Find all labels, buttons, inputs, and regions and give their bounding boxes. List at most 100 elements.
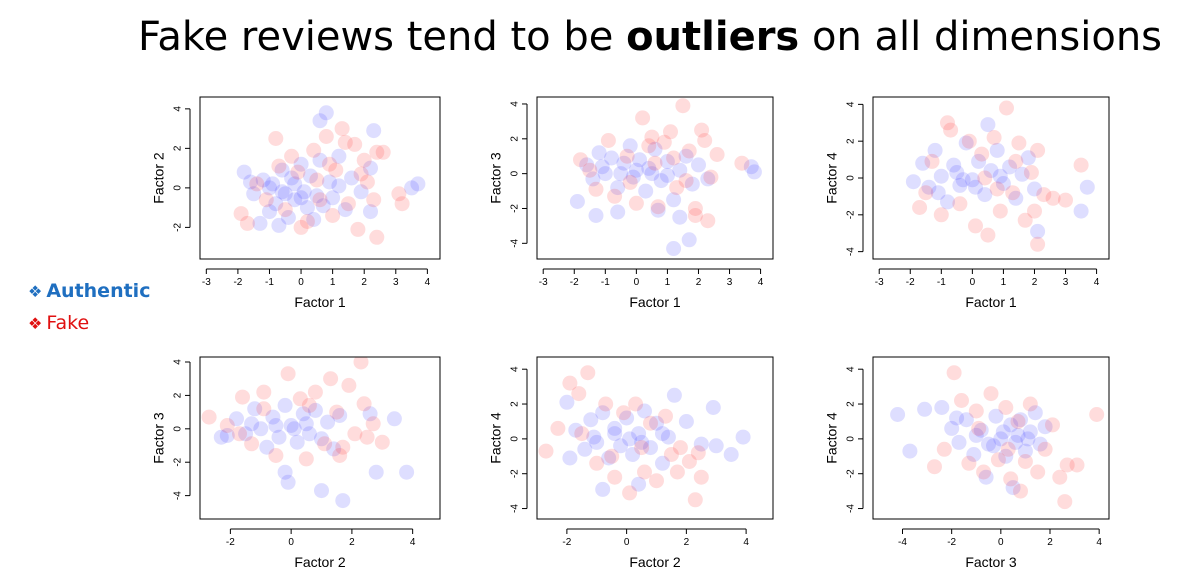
authentic-point xyxy=(917,401,933,417)
x-tick-label: -1 xyxy=(937,277,946,288)
authentic-point xyxy=(283,418,299,433)
x-axis-label: Factor 1 xyxy=(965,294,1017,310)
authentic-point xyxy=(280,474,296,490)
fake-point xyxy=(1030,236,1046,252)
authentic-point xyxy=(921,179,937,195)
legend-authentic: ❖ Authentic xyxy=(28,280,150,302)
x-tick-label: 3 xyxy=(727,277,733,288)
authentic-point xyxy=(1022,424,1038,440)
authentic-point xyxy=(312,152,328,168)
authentic-point xyxy=(655,426,670,442)
authentic-point xyxy=(1020,431,1036,447)
fake-point xyxy=(912,200,928,215)
y-tick-label: 2 xyxy=(846,138,857,144)
authentic-point xyxy=(625,447,641,462)
fake-point xyxy=(293,219,309,235)
authentic-point xyxy=(1032,436,1048,452)
fake-point xyxy=(292,391,308,407)
fake-point xyxy=(600,133,616,148)
fake-point xyxy=(317,436,333,452)
authentic-point xyxy=(577,441,593,457)
authentic-point xyxy=(949,165,965,180)
fake-point xyxy=(709,147,725,162)
fake-point xyxy=(1027,203,1042,219)
authentic-point xyxy=(637,403,652,419)
fake-point xyxy=(256,384,272,400)
authentic-point xyxy=(244,416,260,432)
scatter-panel: -3 -2 -1 0 1 2 3 4 Factor 1 -4 -2 0 2 4 Factor 4 xyxy=(824,96,1110,310)
fake-point xyxy=(628,195,644,211)
authentic-point xyxy=(362,406,378,422)
authentic-point xyxy=(579,157,595,173)
fake-point xyxy=(301,397,317,413)
title-emphasis: outliers xyxy=(626,14,800,60)
fake-point xyxy=(1036,187,1052,203)
y-tick-label: -2 xyxy=(510,469,521,478)
y-tick-label: -4 xyxy=(510,238,521,247)
authentic-point xyxy=(986,438,1001,454)
fake-point xyxy=(940,115,955,131)
authentic-point xyxy=(1027,405,1043,421)
authentic-point xyxy=(293,156,309,172)
x-tick-label: 0 xyxy=(298,277,304,288)
fake-point xyxy=(284,148,300,164)
fake-point xyxy=(622,485,638,501)
authentic-point xyxy=(271,217,287,233)
authentic-point xyxy=(366,123,382,139)
fake-point xyxy=(334,121,350,137)
authentic-point xyxy=(902,443,918,459)
points-layer xyxy=(538,365,751,508)
authentic-point xyxy=(280,210,296,225)
authentic-point xyxy=(644,166,660,182)
fake-point xyxy=(356,396,372,412)
authentic-point xyxy=(905,174,921,190)
fake-point xyxy=(990,452,1006,468)
authentic-point xyxy=(246,186,262,202)
authentic-point xyxy=(1073,203,1089,219)
authentic-point xyxy=(213,429,229,445)
fake-point xyxy=(992,203,1008,219)
fake-point xyxy=(328,162,344,178)
fake-point xyxy=(271,158,287,174)
authentic-point xyxy=(693,436,709,452)
legend-fake: ❖ Fake xyxy=(28,312,89,334)
x-tick-label: -2 xyxy=(562,537,571,548)
fake-point xyxy=(307,384,323,400)
x-tick-label: 1 xyxy=(1001,277,1007,288)
authentic-point xyxy=(998,448,1014,464)
fake-point xyxy=(322,156,337,172)
authentic-point xyxy=(634,434,650,450)
fake-point xyxy=(669,180,685,196)
authentic-point xyxy=(238,426,254,442)
y-axis-label: Factor 3 xyxy=(488,152,504,204)
authentic-point xyxy=(988,408,1004,424)
authentic-point xyxy=(255,172,271,188)
y-axis-label: Factor 2 xyxy=(151,152,167,204)
scatter-panel: -4 -2 0 2 4 Factor 3 -4 -2 0 2 4 Factor 4 xyxy=(824,356,1110,570)
x-tick-label: 4 xyxy=(743,537,749,548)
authentic-point xyxy=(944,420,960,436)
scatter-panel: -3 -2 -1 0 1 2 3 4 Factor 1 -2 0 2 4 Factor 2 xyxy=(151,96,441,310)
authentic-point xyxy=(607,420,623,436)
authentic-point xyxy=(591,145,607,161)
authentic-point xyxy=(293,190,309,206)
authentic-point xyxy=(363,160,378,176)
authentic-point xyxy=(1017,443,1033,459)
x-tick-label: -3 xyxy=(202,277,211,288)
x-tick-label: -3 xyxy=(539,277,548,288)
y-tick-label: -2 xyxy=(173,457,184,466)
fake-point xyxy=(1023,165,1039,180)
x-tick-label: 0 xyxy=(998,537,1004,548)
authentic-point xyxy=(678,148,694,164)
fake-point xyxy=(649,473,664,489)
authentic-point xyxy=(1010,427,1026,443)
authentic-point xyxy=(641,160,657,176)
y-tick-label: -2 xyxy=(510,204,521,213)
authentic-point xyxy=(386,411,402,427)
x-tick-label: -2 xyxy=(947,537,956,548)
y-tick-label: 0 xyxy=(510,436,521,442)
authentic-point xyxy=(301,426,317,442)
y-tick-label: -2 xyxy=(173,223,184,232)
authentic-point xyxy=(631,476,647,492)
y-tick-label: 4 xyxy=(846,366,857,372)
